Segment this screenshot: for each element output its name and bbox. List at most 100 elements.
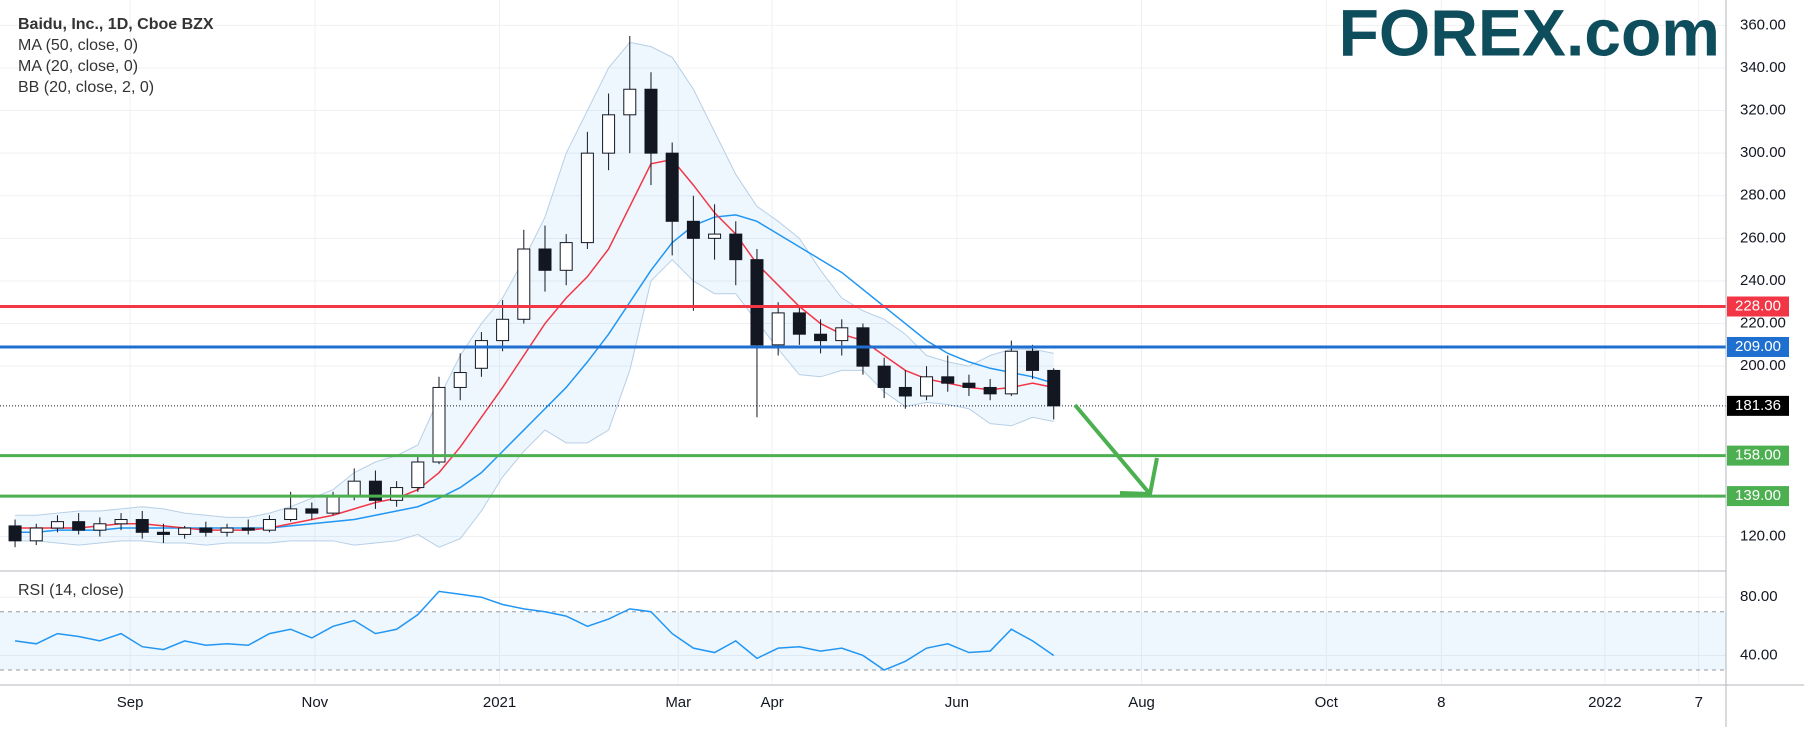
y-tick-label: 300.00 xyxy=(1740,144,1786,161)
chart-title: Baidu, Inc., 1D, Cboe BZX xyxy=(18,16,214,33)
candle-body xyxy=(262,519,276,531)
level-label-bg xyxy=(1727,296,1789,317)
level-label: 158.00 xyxy=(1735,447,1781,464)
y-tick-label: 360.00 xyxy=(1740,16,1786,33)
bollinger-band-fill xyxy=(15,42,1054,548)
candle-body xyxy=(411,461,425,489)
overlay: Sep Nov 2021 Mar Apr Jun Aug Oct 8 2022 7 120.00 200… xyxy=(117,16,1789,711)
candle-body xyxy=(1004,350,1018,395)
x-tick-label: 7 xyxy=(1695,694,1703,711)
x-tick-label: 8 xyxy=(1437,694,1445,711)
y-tick-label: 240.00 xyxy=(1740,272,1786,289)
y-tick-label: 260.00 xyxy=(1740,229,1786,246)
x-tick-label: Nov xyxy=(302,694,329,711)
bollinger-lower xyxy=(15,258,1054,548)
bollinger-upper xyxy=(15,41,1054,518)
rsi-band xyxy=(0,611,1726,671)
x-tick-label: Aug xyxy=(1128,694,1155,711)
legend-entry: MA (20, close, 0) xyxy=(18,58,138,75)
y-tick-label: 40.00 xyxy=(1740,646,1778,663)
candle-body xyxy=(580,152,594,244)
level-label-bg xyxy=(1727,486,1789,507)
candle-body xyxy=(453,372,467,388)
candle-body xyxy=(602,114,616,154)
candle-body xyxy=(347,480,361,497)
legend-entry: BB (20, close, 2, 0) xyxy=(18,79,154,96)
x-tick-label: Mar xyxy=(665,694,691,711)
y-tick-label: 340.00 xyxy=(1740,59,1786,76)
last-price-bg xyxy=(1727,395,1789,416)
last-price-label: 181.36 xyxy=(1735,397,1781,414)
candle-body xyxy=(50,521,64,529)
candle-body xyxy=(178,527,192,535)
candle-body xyxy=(538,248,552,271)
candle-body xyxy=(199,527,213,533)
rsi-title: RSI (14, close) xyxy=(18,582,124,599)
candle-body xyxy=(326,495,340,514)
candle-body xyxy=(835,327,849,342)
candle-body xyxy=(1047,369,1061,407)
y-tick-label: 80.00 xyxy=(1740,588,1778,605)
logo: FOREX.com xyxy=(1339,0,1720,69)
x-tick-label: 2022 xyxy=(1588,694,1621,711)
candle-body xyxy=(877,365,891,388)
candle-body xyxy=(220,527,234,533)
candle-body xyxy=(517,248,531,320)
y-tick-label: 220.00 xyxy=(1740,315,1786,332)
x-tick-label: Oct xyxy=(1315,694,1339,711)
x-tick-label: Sep xyxy=(117,694,144,711)
x-tick-label: Apr xyxy=(760,694,783,711)
candle-body xyxy=(156,531,170,535)
forecast-arrow xyxy=(1073,403,1159,497)
legend-entry: MA (50, close, 0) xyxy=(18,37,138,54)
candle-body xyxy=(72,521,86,531)
candle-body xyxy=(474,340,488,369)
candle-body xyxy=(792,312,806,335)
candle-body xyxy=(941,376,955,384)
candle-body xyxy=(644,88,658,154)
candle-body xyxy=(8,525,22,542)
plot xyxy=(0,35,1726,671)
candle-body xyxy=(1026,350,1040,371)
rsi-line xyxy=(14,590,1055,671)
y-tick-label: 120.00 xyxy=(1740,528,1786,545)
candle-body xyxy=(496,318,510,342)
candle-body xyxy=(241,527,255,531)
x-tick-label: Jun xyxy=(945,694,969,711)
candle-body xyxy=(623,88,637,116)
candle-body xyxy=(284,508,298,521)
y-tick-label: 280.00 xyxy=(1740,187,1786,204)
candle-body xyxy=(729,233,743,261)
candle-body xyxy=(432,386,446,463)
candle-body xyxy=(771,312,785,346)
candle-body xyxy=(814,333,828,342)
arrow-shaft xyxy=(1073,403,1152,496)
candle-body xyxy=(93,523,107,531)
level-label: 228.00 xyxy=(1735,297,1781,314)
level-label-bg xyxy=(1727,445,1789,466)
candle-body xyxy=(559,242,573,271)
candle-body xyxy=(708,233,722,239)
y-tick-label: 320.00 xyxy=(1740,102,1786,119)
level-label: 139.00 xyxy=(1735,487,1781,504)
y-tick-label: 200.00 xyxy=(1740,357,1786,374)
candle-body xyxy=(898,386,912,397)
level-label-bg xyxy=(1727,336,1789,357)
candle-body xyxy=(665,152,679,222)
candle-body xyxy=(686,220,700,239)
x-tick-label: 2021 xyxy=(483,694,516,711)
candle-body xyxy=(390,487,404,501)
candle-body xyxy=(962,382,976,388)
arrow-head xyxy=(1119,457,1159,497)
candle-body xyxy=(920,376,934,397)
candle-body xyxy=(29,527,43,542)
candle-body xyxy=(983,386,997,395)
candle-body xyxy=(114,519,128,525)
candle-body xyxy=(305,508,319,514)
candle-body xyxy=(135,519,149,533)
candle-body xyxy=(750,259,764,346)
level-label: 209.00 xyxy=(1735,338,1781,355)
